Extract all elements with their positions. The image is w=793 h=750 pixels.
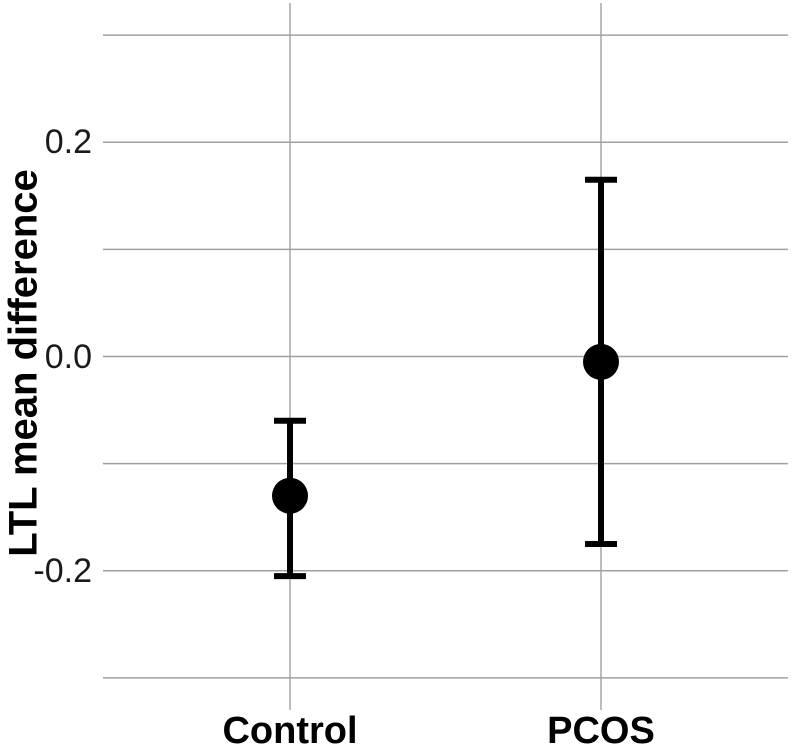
y-tick-label: 0.2	[44, 123, 92, 162]
y-tick-label: -0.2	[33, 551, 92, 590]
x-axis-label-control: Control	[222, 710, 358, 750]
point-pcos	[582, 343, 619, 380]
point-control	[272, 477, 309, 514]
y-axis-title: LTL mean difference	[1, 169, 46, 557]
x-axis-label-pcos: PCOS	[547, 710, 655, 750]
y-tick-label: 0.0	[44, 337, 92, 376]
